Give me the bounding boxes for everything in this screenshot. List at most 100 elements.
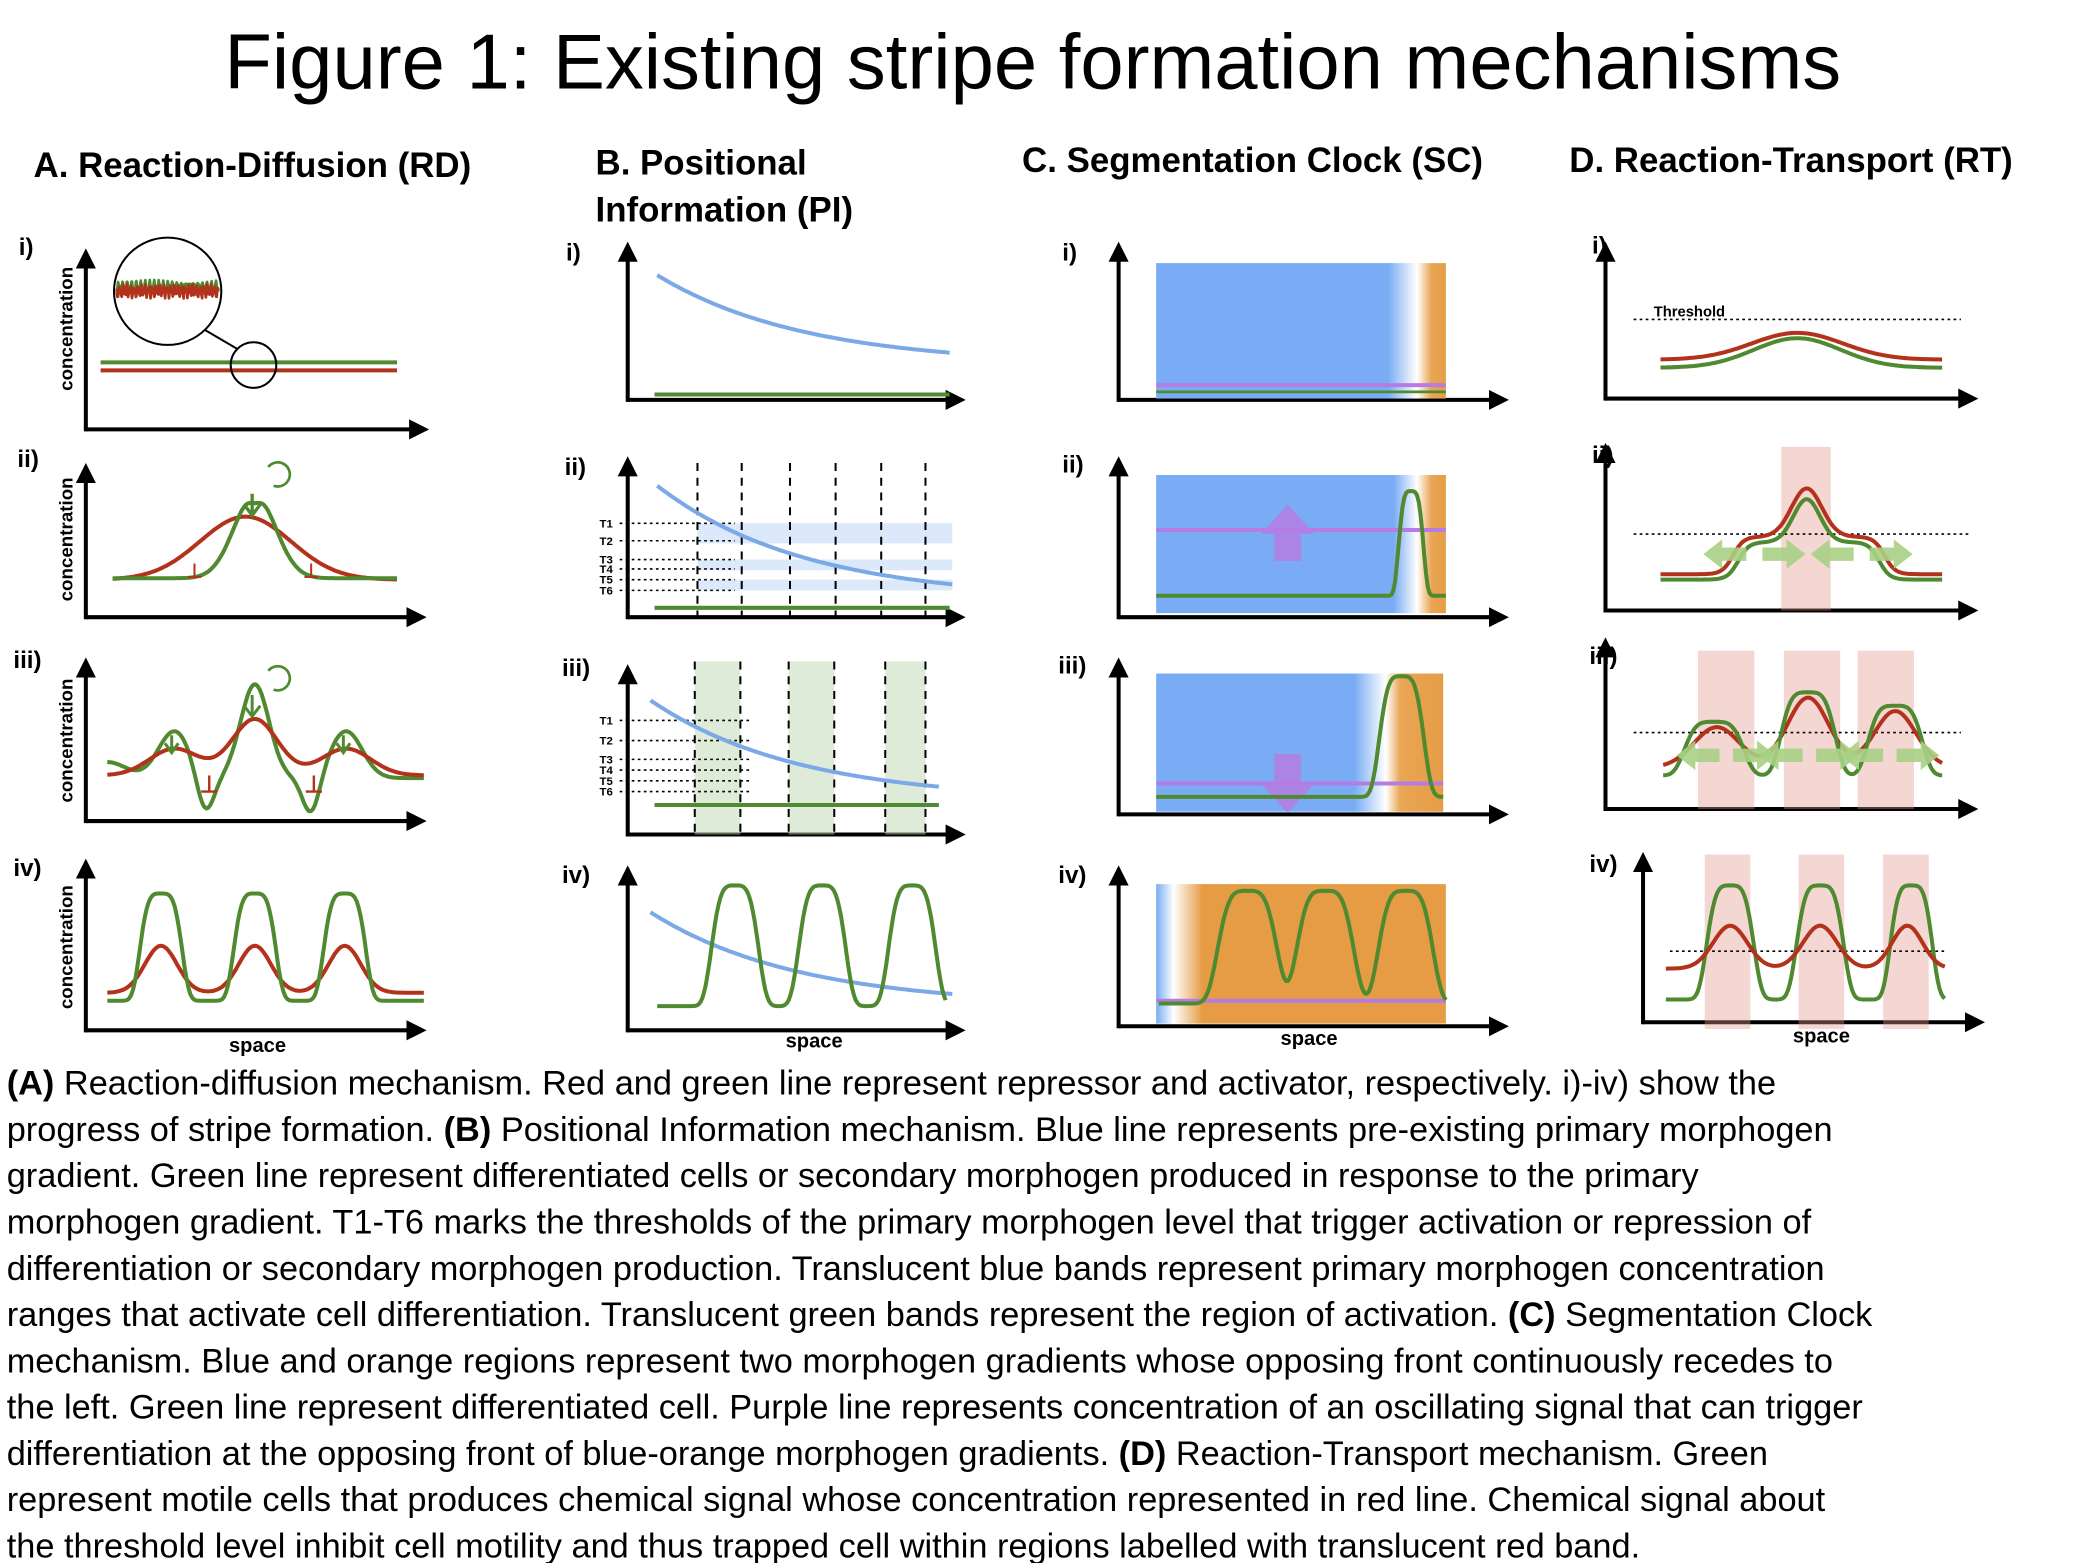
caption-text: (C) [1508, 1296, 1556, 1334]
curve [1665, 883, 1947, 1002]
feedback-arrow [242, 493, 262, 519]
y-axis-label: concentration [55, 267, 76, 391]
caption-text: differentiation at the opposing front of… [7, 1435, 1119, 1473]
curve [1660, 486, 1943, 577]
curve [1660, 497, 1943, 582]
zoom-line [204, 329, 238, 350]
curve [107, 891, 424, 1003]
caption-text: (D) [1119, 1435, 1167, 1473]
curve [1155, 674, 1444, 799]
caption-text: Positional Information mechanism. Blue l… [491, 1111, 1832, 1149]
motility-arrow [1816, 740, 1859, 771]
caption-text: represent motile cells that produces che… [7, 1481, 1826, 1519]
trapping-band [1857, 650, 1914, 809]
row-label: iv) [1589, 851, 1617, 878]
caption-line: differentiation or secondary morphogen p… [7, 1250, 1825, 1288]
caption-text: mechanism. Blue and orange regions repre… [7, 1342, 1833, 1380]
curve [1156, 489, 1447, 598]
motility-arrow [1840, 740, 1884, 771]
curve [107, 682, 424, 814]
threshold-label: T1 [600, 518, 614, 530]
threshold-label: T2 [600, 536, 613, 548]
caption-line: ranges that activate cell differentiatio… [7, 1296, 1873, 1334]
trapping-band [1781, 446, 1831, 611]
row-label: iii) [1058, 653, 1086, 680]
threshold-label: T3 [600, 555, 613, 567]
x-axis-label: space [1793, 1025, 1850, 1047]
motility-arrow [1810, 539, 1854, 569]
caption-text: ranges that activate cell differentiatio… [7, 1296, 1508, 1334]
curve [115, 282, 220, 300]
x-axis-label: space [229, 1035, 286, 1057]
caption-line: progress of stripe formation. (B) Positi… [7, 1111, 1833, 1149]
curve [112, 500, 398, 581]
caption-line: the left. Green line represent different… [7, 1389, 1863, 1427]
feedback-arrow [163, 694, 352, 756]
curve [655, 484, 953, 587]
curve [1665, 923, 1946, 971]
curve [1158, 888, 1448, 1006]
threshold-label: T4 [600, 765, 614, 777]
motility-arrow [1762, 539, 1806, 569]
y-axis-label: concentration [55, 885, 76, 1009]
motility-arrow [1869, 539, 1913, 569]
threshold-label: Threshold [1654, 305, 1725, 321]
inhibition-mark [187, 563, 318, 578]
caption-line: gradient. Green line represent different… [7, 1157, 1700, 1195]
caption-text: (B) [444, 1111, 492, 1149]
caption-line: morphogen gradient. T1-T6 marks the thre… [7, 1204, 1812, 1242]
motility-arrow [1703, 539, 1747, 569]
feedback-loop [267, 664, 292, 692]
panel-heading: A. Reaction-Diffusion (RD) [34, 146, 472, 185]
threshold-label: T5 [600, 575, 614, 587]
caption-line: represent motile cells that produces che… [7, 1481, 1826, 1519]
caption-text: gradient. Green line represent different… [7, 1157, 1700, 1195]
inhibition-mark [201, 775, 322, 793]
curve [1660, 336, 1943, 370]
curve [1662, 695, 1944, 767]
row-label: iii) [562, 655, 590, 682]
row-label: i) [1592, 233, 1607, 260]
caption-text: Reaction-diffusion mechanism. Red and gr… [54, 1065, 1776, 1103]
caption-text: morphogen gradient. T1-T6 marks the thre… [7, 1204, 1812, 1242]
y-axis-label: concentration [55, 679, 76, 803]
motility-arrow [1896, 740, 1940, 771]
curve [649, 910, 953, 996]
activation-band [697, 523, 953, 544]
oscillation-arrow [1260, 504, 1315, 561]
y-axis-label: concentration [55, 477, 76, 601]
curve [656, 273, 950, 355]
threshold-label: T6 [600, 585, 613, 597]
row-label: iv) [562, 862, 590, 889]
caption-text: Segmentation Clock [1556, 1296, 1874, 1334]
curve [112, 514, 398, 582]
panel-heading: B. Positional [596, 144, 807, 183]
activation-band [694, 661, 741, 835]
x-axis-label: space [786, 1031, 843, 1053]
figure-title: Figure 1: Existing stripe formation mech… [224, 20, 1841, 106]
panel-heading: D. Reaction-Transport (RT) [1569, 141, 2013, 180]
curve [649, 698, 940, 789]
threshold-label: T1 [600, 715, 614, 727]
threshold-label: T4 [600, 564, 614, 576]
caption-text: the left. Green line represent different… [7, 1389, 1863, 1427]
caption-text: the threshold level inhibit cell motilit… [7, 1527, 1640, 1563]
morphogen-region [1156, 263, 1446, 399]
row-label: i) [566, 239, 581, 266]
threshold-label: T3 [600, 754, 613, 766]
curve [656, 883, 948, 1009]
row-label: iii) [13, 647, 41, 674]
panel-heading: C. Segmentation Clock (SC) [1022, 141, 1483, 180]
row-label: i) [19, 234, 34, 261]
caption-line: mechanism. Blue and orange regions repre… [7, 1342, 1833, 1380]
row-label: iv) [13, 855, 41, 882]
x-axis-label: space [1281, 1028, 1338, 1050]
row-label: iii) [1589, 643, 1617, 670]
curve [107, 943, 424, 995]
row-label: ii) [1592, 442, 1613, 469]
threshold-label: T2 [600, 736, 613, 748]
caption-line: (A) Reaction-diffusion mechanism. Red an… [7, 1065, 1776, 1103]
caption-text: differentiation or secondary morphogen p… [7, 1250, 1825, 1288]
